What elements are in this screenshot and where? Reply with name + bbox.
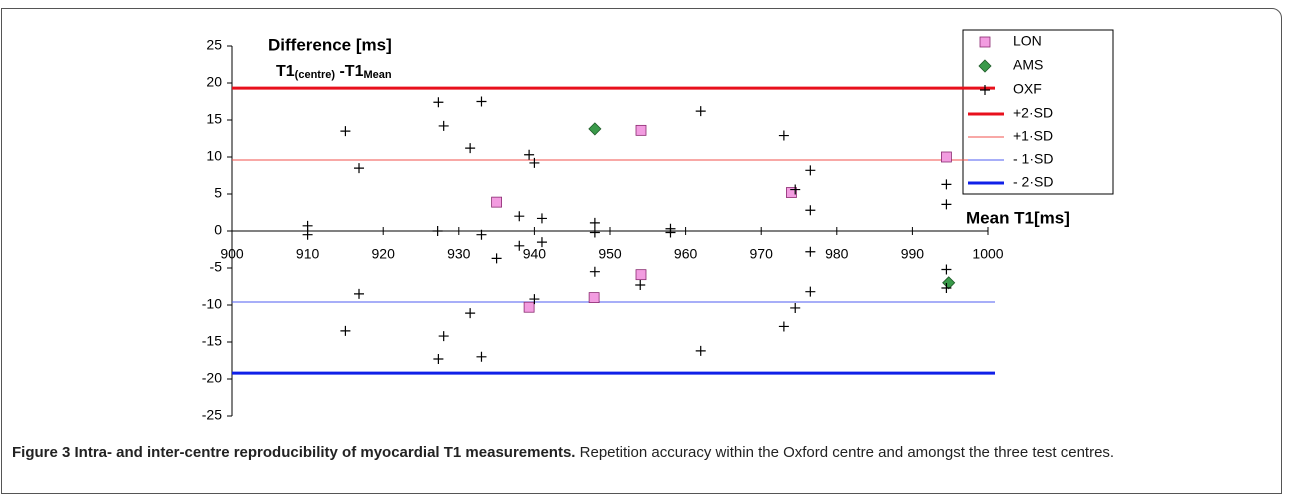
point <box>786 187 797 198</box>
formula-part: -T1 <box>335 63 364 80</box>
point <box>941 151 952 163</box>
point <box>354 288 365 299</box>
point <box>536 237 547 248</box>
x-axis-title: Mean T1[ms] <box>966 208 1070 227</box>
y-axis-formula: T1(centre) -T1Mean <box>276 63 392 81</box>
point <box>476 96 487 107</box>
y-tick-label: -25 <box>202 407 222 423</box>
point <box>536 213 547 224</box>
point <box>589 217 600 228</box>
x-tick-label: 930 <box>447 246 471 262</box>
point <box>589 266 600 277</box>
y-tick-label: -5 <box>210 259 223 275</box>
point <box>438 120 449 131</box>
point <box>514 240 525 251</box>
legend-marker <box>978 59 992 73</box>
legend-label: AMS <box>1013 57 1043 73</box>
point <box>635 269 647 281</box>
y-tick-label: 15 <box>206 111 222 127</box>
point <box>302 229 313 240</box>
point <box>778 321 789 332</box>
point <box>302 220 313 231</box>
point <box>433 354 444 365</box>
legend-label: +1·SD <box>1013 128 1053 144</box>
point <box>476 229 487 240</box>
point <box>476 351 487 362</box>
y-tick-label: -15 <box>202 333 222 349</box>
x-tick-label: 990 <box>901 246 925 262</box>
formula-sub: (centre) <box>295 69 336 81</box>
point <box>340 126 351 137</box>
legend-label: - 1·SD <box>1013 151 1053 167</box>
x-tick-label: 970 <box>750 246 774 262</box>
point <box>588 122 602 136</box>
y-tick-label: 5 <box>214 185 222 201</box>
x-tick-label: 940 <box>523 246 547 262</box>
point <box>805 205 816 216</box>
x-tick-label: 980 <box>825 246 849 262</box>
point <box>790 184 801 195</box>
point <box>778 130 789 141</box>
legend-marker <box>980 85 990 95</box>
point <box>340 325 351 336</box>
point <box>524 149 535 160</box>
y-tick-label: 0 <box>214 222 222 238</box>
legend-marker <box>979 36 991 48</box>
legend-box <box>962 29 1114 195</box>
legend-label: +2·SD <box>1013 105 1053 121</box>
legend-label: OXF <box>1013 81 1042 97</box>
point <box>589 227 600 238</box>
point <box>491 196 503 208</box>
y-tick-label: 25 <box>206 37 222 53</box>
point <box>805 165 816 176</box>
y-tick-label: -10 <box>202 296 222 312</box>
point <box>514 211 525 222</box>
x-tick-label: 1000 <box>972 246 1003 262</box>
x-tick-label: 900 <box>220 246 244 262</box>
y-tick-label: 20 <box>206 74 222 90</box>
formula-part: T1 <box>276 63 295 80</box>
x-tick-label: 920 <box>372 246 396 262</box>
x-tick-label: 910 <box>296 246 320 262</box>
point <box>523 301 535 313</box>
caption: Figure 3 Intra- and inter-centre reprodu… <box>12 442 1262 463</box>
formula-sub: Mean <box>363 69 391 81</box>
point <box>465 308 476 319</box>
x-tick-label: 950 <box>598 246 622 262</box>
point <box>695 106 706 117</box>
point <box>465 143 476 154</box>
point <box>942 276 956 290</box>
point <box>635 280 646 291</box>
point <box>432 226 443 236</box>
point <box>805 286 816 297</box>
y-axis-title: Difference [ms] <box>268 35 392 54</box>
point <box>433 97 444 108</box>
x-tick-label: 960 <box>674 246 698 262</box>
point <box>354 163 365 174</box>
point <box>588 292 600 304</box>
point <box>695 345 706 356</box>
figure-frame <box>1 8 1282 494</box>
y-tick-label: 10 <box>206 148 222 164</box>
point <box>529 157 540 168</box>
point <box>665 227 676 238</box>
chart: Difference [ms] T1(centre) -T1Mean Mean … <box>202 29 1114 423</box>
point <box>790 302 801 313</box>
legend-label: LON <box>1013 33 1042 49</box>
caption-title: Figure 3 Intra- and inter-centre reprodu… <box>12 444 576 461</box>
caption-text: Repetition accuracy within the Oxford ce… <box>579 444 1115 461</box>
point <box>941 264 952 275</box>
point <box>941 179 952 190</box>
point <box>805 246 816 257</box>
point <box>941 282 952 293</box>
point <box>941 199 952 210</box>
legend-label: - 2·SD <box>1013 174 1053 190</box>
y-tick-label: -20 <box>202 370 222 386</box>
point <box>491 253 502 264</box>
point <box>529 294 540 305</box>
point <box>438 331 449 342</box>
point <box>635 124 647 136</box>
